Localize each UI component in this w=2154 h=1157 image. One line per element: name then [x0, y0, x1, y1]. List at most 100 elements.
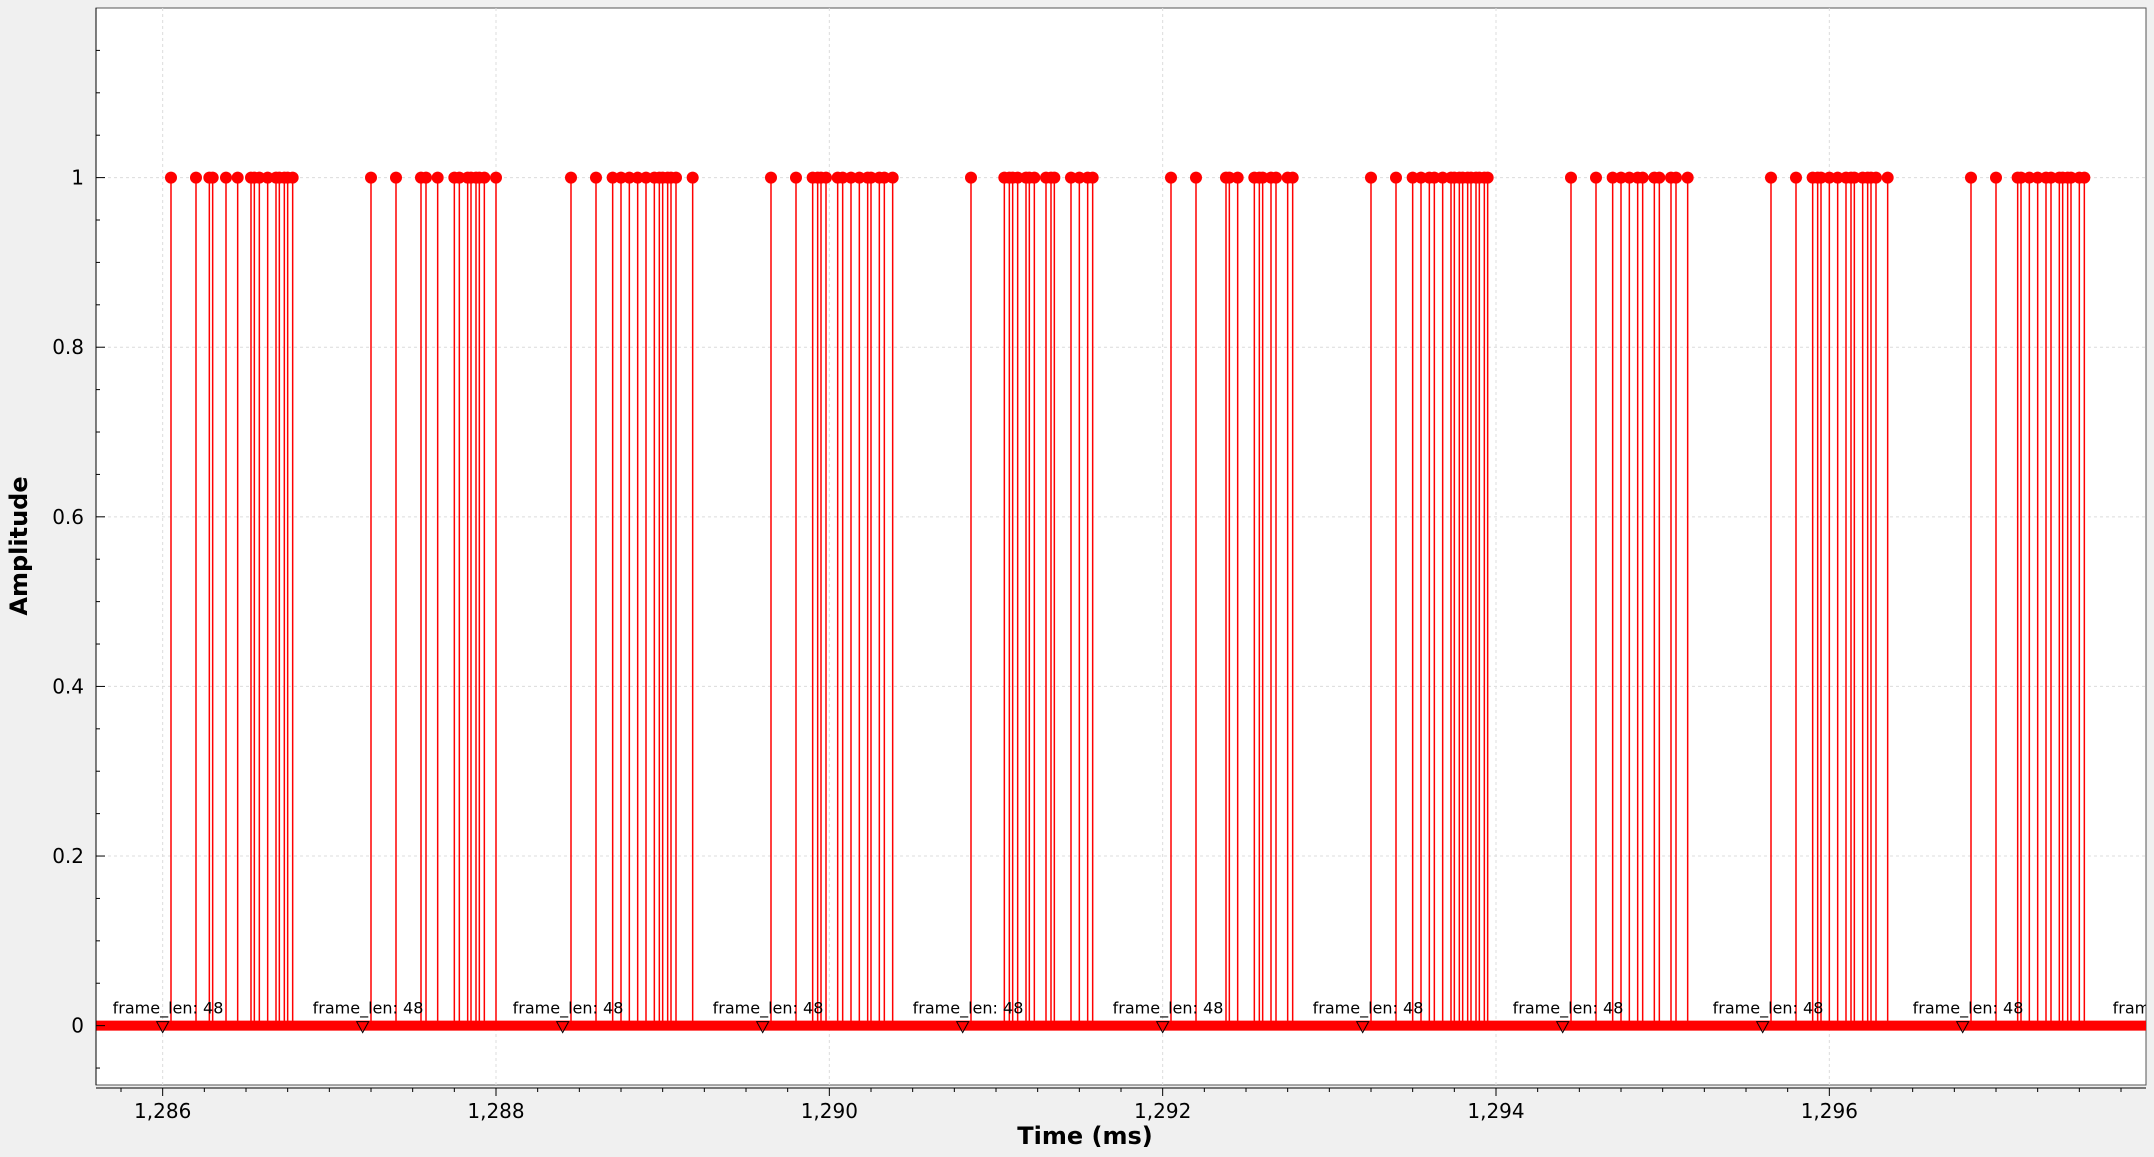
stem-marker: [878, 171, 891, 184]
stem-marker: [606, 171, 619, 184]
stem-series: [96, 171, 2146, 1031]
stem-marker: [1365, 171, 1377, 184]
tag-marker: [1955, 1021, 1970, 1034]
stem-marker: [853, 171, 866, 184]
tag-marker: [755, 1021, 770, 1034]
y-tick-label: 0: [71, 1014, 84, 1038]
stem-marker: [1223, 171, 1236, 184]
tag-label: frame_len: 48: [713, 999, 824, 1019]
stem-marker: [1615, 171, 1627, 184]
stem-marker: [1815, 171, 1827, 184]
stem-marker: [1415, 171, 1427, 184]
stem-marker: [286, 171, 299, 184]
stem-marker: [165, 171, 177, 184]
stem-marker: [1681, 171, 1694, 184]
stem-marker: [190, 171, 202, 184]
stem-marker: [1270, 171, 1282, 184]
stem-marker: [820, 171, 832, 184]
x-axis-title: Time (ms): [1017, 1122, 1152, 1150]
tag-marker: [1555, 1021, 1570, 1034]
stem-marker: [1823, 171, 1836, 184]
stem-marker: [1286, 171, 1299, 184]
y-tick-label: 0.6: [52, 505, 84, 529]
stem-marker: [670, 171, 682, 184]
stem-marker: [1765, 171, 1777, 184]
tag-label: frame_len: 48: [113, 999, 224, 1019]
tag-label: frame_len: 48: [913, 999, 1024, 1019]
stem-marker: [2023, 171, 2036, 184]
stem-marker: [565, 171, 577, 184]
x-tick-label: 1,290: [801, 1099, 858, 1123]
stem-marker: [1848, 171, 1861, 184]
tag-label: frame_len: 48: [1513, 999, 1624, 1019]
stem-marker: [1165, 171, 1177, 184]
stem-marker: [765, 171, 777, 184]
stem-marker: [2065, 171, 2077, 184]
stem-marker: [206, 171, 219, 184]
stem-marker: [1590, 171, 1602, 184]
stem-marker: [2015, 171, 2027, 184]
stem-marker: [1870, 171, 1882, 184]
stem-marker: [1565, 171, 1577, 184]
stem-marker: [490, 171, 502, 184]
tag-marker: [1755, 1021, 1770, 1034]
stream-tags: frame_len: 48 frame_len: 48 frame_len: 48 f…: [113, 999, 2146, 1034]
stem-marker: [1011, 171, 1024, 184]
stem-marker: [1065, 171, 1077, 184]
stem-marker: [1048, 171, 1061, 184]
stem-marker: [790, 171, 802, 184]
tag-label: frame_len: 48: [1913, 999, 2024, 1019]
stem-marker: [845, 171, 857, 184]
tag-marker: [355, 1021, 370, 1034]
plot-area: [95, 7, 2147, 1086]
stem-marker: [631, 171, 644, 184]
stem-marker: [1831, 171, 1844, 184]
stem-marker: [1086, 171, 1099, 184]
stem-marker: [261, 171, 274, 184]
stem-marker: [1256, 171, 1269, 184]
stem-marker: [453, 171, 466, 184]
tag-label: frame_len: 48: [1113, 999, 1224, 1019]
tag-label: frame_len: 48: [313, 999, 424, 1019]
x-tick-label: 1,286: [134, 1099, 191, 1123]
tag-label: frame_len: 48: [1713, 999, 1824, 1019]
tag-marker: [155, 1021, 170, 1034]
y-tick-label: 0.2: [52, 844, 84, 868]
y-tick-label: 0.4: [52, 674, 84, 698]
stem-marker: [253, 171, 266, 184]
stem-marker: [1606, 171, 1619, 184]
stem-marker: [686, 171, 699, 184]
tag-marker: [955, 1021, 970, 1034]
stem-marker: [1481, 171, 1494, 184]
axes: 0 0.2 0.4 0.6 0.8 1 1,286 1,288 1,290 1,292 1,294 1…: [52, 8, 2146, 1123]
stem-marker: [1028, 171, 1041, 184]
stem-marker: [478, 171, 491, 184]
x-tick-label: 1,294: [1467, 1099, 1524, 1123]
stem-marker: [1390, 171, 1402, 184]
stem-marker: [1881, 171, 1894, 184]
tag-marker: [1155, 1021, 1170, 1034]
stem-marker: [1406, 171, 1419, 184]
stem-marker: [2078, 171, 2091, 184]
y-tick-label: 0.8: [52, 335, 84, 359]
tag-marker: [1355, 1021, 1370, 1034]
stem-marker: [1670, 171, 1682, 184]
stem-marker: [1965, 171, 1977, 184]
stem-marker: [623, 171, 636, 184]
stem-marker: [220, 171, 232, 184]
stem-marker: [1231, 171, 1244, 184]
x-tick-label: 1,288: [467, 1099, 524, 1123]
stem-marker: [2045, 171, 2057, 184]
y-axis-title: Amplitude: [5, 476, 33, 615]
stem-marker: [390, 171, 402, 184]
tag-marker: [555, 1021, 570, 1034]
stem-marker: [865, 171, 877, 184]
stem-marker: [1436, 171, 1449, 184]
stem-marker: [836, 171, 849, 184]
stem-marker: [2031, 171, 2044, 184]
stem-marker: [965, 171, 977, 184]
stem-marker: [1636, 171, 1649, 184]
stem-marker: [1990, 171, 2002, 184]
stem-marker: [886, 171, 899, 184]
